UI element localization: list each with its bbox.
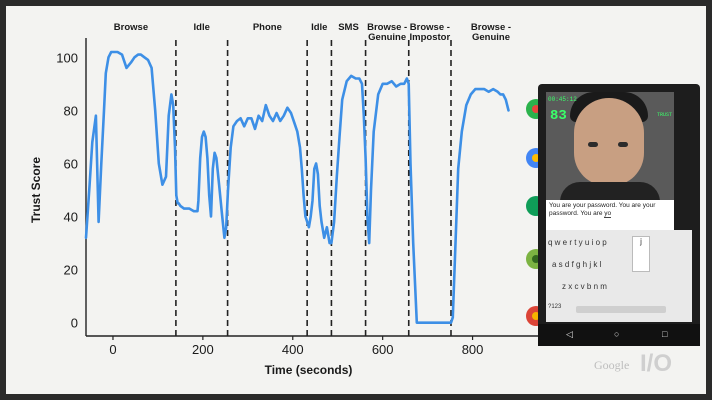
google-logo: Google [594, 358, 630, 372]
y-tick-label: 60 [64, 156, 78, 171]
y-axis-label: Trust Score [29, 157, 43, 223]
hud-left: 00:45:12 [548, 96, 577, 103]
y-tick-label: 0 [71, 316, 78, 331]
recent-apps-button[interactable]: □ [662, 329, 668, 339]
x-tick-label: 0 [109, 342, 116, 357]
hud-score: 83 [550, 108, 567, 124]
x-tick-label: 800 [462, 342, 484, 357]
trust-score-line [84, 50, 510, 325]
phone-mockup: 00:45:12 83 TRUST You are your password.… [538, 84, 700, 346]
x-axis-label: Time (seconds) [265, 363, 353, 377]
segment-label: Browse - [410, 22, 450, 33]
segment-label: SMS [338, 22, 359, 33]
message-cursor-word: yo [604, 210, 612, 218]
io-logo: I/O [640, 350, 673, 377]
face-image [574, 98, 644, 186]
right-eye [618, 142, 628, 147]
x-tick-label: 600 [372, 342, 394, 357]
space-key[interactable] [576, 306, 666, 313]
back-button[interactable]: ◁ [566, 329, 573, 339]
segment-label: Genuine [368, 32, 406, 43]
kb-row-2[interactable]: a s d f g h j k l [552, 260, 602, 269]
key-popup: j [632, 236, 650, 272]
y-tick-label: 100 [56, 50, 78, 65]
camera-view: 00:45:12 83 TRUST [546, 92, 674, 200]
keyboard[interactable]: q w e r t y u i o p a s d f g h j k l z … [546, 230, 692, 322]
segment-label: Browse - [471, 22, 511, 33]
segment-label: Genuine [472, 32, 510, 43]
x-tick-label: 400 [282, 342, 304, 357]
message-line-2-text: password. You are [549, 210, 605, 217]
hud-right: TRUST [656, 112, 672, 118]
kb-sym-key[interactable]: ?123 [548, 304, 562, 310]
message-line-2: password. You are yo [549, 210, 671, 218]
left-eye [588, 142, 598, 147]
segment-label: Browse [114, 22, 148, 33]
shirt-shape [560, 182, 660, 200]
segment-label: Idle [194, 22, 210, 33]
message-line-1: You are your password. You are your [549, 202, 656, 209]
message-box[interactable]: You are your password. You are your pass… [546, 200, 674, 230]
kb-row-1[interactable]: q w e r t y u i o p [548, 238, 607, 247]
y-tick-label: 80 [64, 103, 78, 118]
slide: Browse Idle Phone Idle SMS Browse - Genuine Bro… [6, 6, 706, 394]
home-button[interactable]: ○ [614, 329, 620, 339]
y-tick-label: 20 [64, 263, 78, 278]
segment-label: Browse - [367, 22, 407, 33]
segment-label: Phone [253, 22, 282, 33]
kb-row-3[interactable]: z x c v b n m [562, 282, 607, 291]
nav-bar: ◁ ○ □ [538, 324, 700, 346]
segment-label: Idle [311, 22, 327, 33]
segment-label: Impostor [410, 32, 451, 43]
y-tick-label: 40 [64, 210, 78, 225]
x-tick-label: 200 [192, 342, 214, 357]
